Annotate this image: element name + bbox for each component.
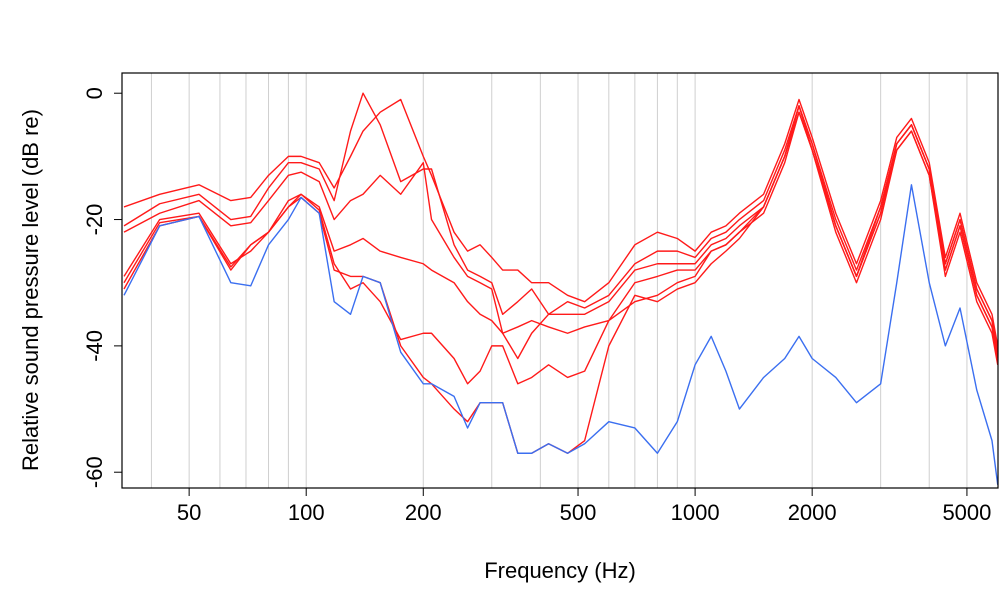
- y-tick-label: -60: [82, 456, 107, 488]
- series-line: [123, 111, 998, 385]
- lines: [123, 92, 998, 485]
- y-tick-label: -40: [82, 330, 107, 362]
- series-line: [123, 98, 998, 347]
- x-tick-label: 2000: [788, 500, 837, 525]
- x-tick-label: 200: [405, 500, 442, 525]
- series-line: [123, 92, 998, 353]
- y-tick-label: 0: [82, 87, 107, 99]
- x-tick-label: 500: [560, 500, 597, 525]
- series-line: [123, 105, 998, 454]
- grid: [150, 73, 968, 488]
- y-axis-label: Relative sound pressure level (dB re): [18, 109, 43, 471]
- x-axis-label: Frequency (Hz): [484, 558, 636, 583]
- series-line: [123, 105, 998, 359]
- y-tick-label: -20: [82, 204, 107, 236]
- x-tick-label: 1000: [671, 500, 720, 525]
- series-line: [123, 184, 998, 485]
- plot-frame: [121, 72, 999, 489]
- x-tick-label: 50: [177, 500, 201, 525]
- x-tick-label: 5000: [942, 500, 991, 525]
- x-tick-label: 100: [288, 500, 325, 525]
- axes: 50 100 200 500 1000 2000 5000 0 -20 -40 -60: [82, 87, 991, 525]
